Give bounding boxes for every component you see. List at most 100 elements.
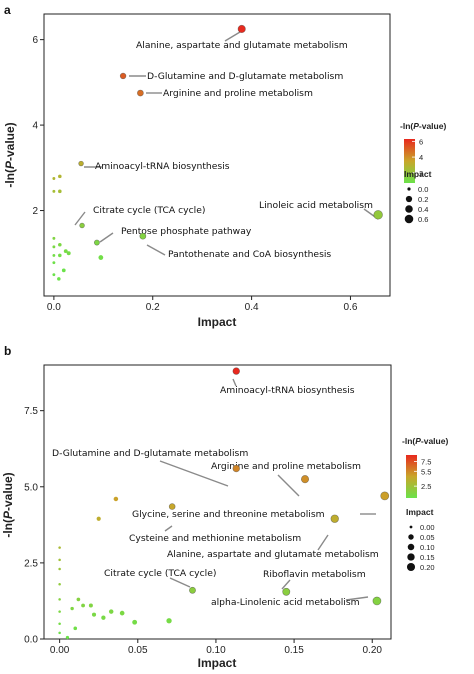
size-legend-dot [407, 543, 415, 551]
size-legend-label: 0.0 [418, 185, 428, 194]
x-tick-label: 0.0 [47, 302, 61, 313]
annotation-leader [164, 525, 173, 532]
annotation-leader [224, 31, 241, 42]
data-point-labeled [373, 210, 383, 220]
data-point [58, 189, 62, 194]
x-tick-label: 0.05 [128, 645, 148, 656]
data-point [58, 598, 61, 601]
annotation-leader [74, 211, 86, 226]
size-legend-label: 0.20 [420, 563, 435, 572]
y-axis-title: -ln(P-value) [3, 122, 17, 187]
color-legend-tick-label: 6 [419, 137, 423, 146]
plot-frame [43, 364, 392, 640]
point-label: D-Glutamine and D-glutamate metabolism [52, 448, 248, 459]
color-legend-bar [406, 455, 417, 498]
data-point [70, 606, 74, 611]
size-legend-dot [407, 187, 411, 191]
size-legend-dot [405, 205, 413, 213]
data-point-labeled [189, 586, 196, 594]
size-legend-dot [406, 562, 416, 572]
y-tick-label: 0.0 [24, 635, 38, 646]
data-point [52, 261, 56, 265]
data-point [96, 516, 101, 521]
data-point [58, 567, 61, 571]
data-point [58, 253, 62, 258]
annotation-leader [232, 378, 237, 387]
data-point [73, 626, 78, 631]
data-point [101, 615, 106, 620]
data-point [58, 610, 61, 613]
data-point [98, 255, 104, 260]
panel-letter: b [4, 344, 11, 358]
data-point [76, 597, 81, 602]
y-tick-label: 2.5 [24, 558, 38, 569]
data-point-labeled [139, 232, 147, 240]
size-legend-dot [405, 195, 413, 203]
y-tick-label: 4 [32, 121, 38, 132]
data-point [108, 609, 114, 614]
data-point-labeled [78, 160, 84, 167]
point-label: Aminoacyl-tRNA biosynthesis [95, 161, 230, 172]
size-legend-label: 0.15 [420, 553, 435, 562]
data-point [58, 558, 61, 562]
color-legend-bar [404, 139, 415, 183]
x-tick-label: 0.2 [146, 302, 160, 313]
point-label: alpha-Linolenic acid metabolism [211, 597, 360, 608]
x-tick-label: 0.00 [50, 645, 70, 656]
size-legend-dot [408, 534, 414, 540]
annotation-leader [281, 579, 291, 590]
point-label: Riboflavin metabolism [263, 569, 366, 580]
point-label: Citrate cycle (TCA cycle) [104, 568, 216, 579]
data-point [52, 273, 56, 277]
point-label: Citrate cycle (TCA cycle) [93, 205, 205, 216]
size-legend-title: Impact [404, 169, 432, 179]
size-legend-label: 0.2 [418, 195, 428, 204]
color-legend-tick-label: 5.5 [421, 467, 431, 476]
point-label: Arginine and proline metabolism [163, 88, 313, 99]
size-legend-dot [407, 553, 415, 561]
data-point [52, 177, 56, 180]
color-legend-tick-label: 2.5 [421, 482, 431, 491]
data-point [52, 236, 56, 240]
color-legend-tick-label: 4 [419, 153, 423, 162]
color-legend-title: -ln(P-value) [402, 436, 448, 446]
data-point [63, 249, 68, 254]
y-tick-label: 6 [32, 35, 38, 46]
y-axis-title: -ln(P-value) [1, 472, 15, 537]
data-point [58, 546, 61, 549]
data-point-labeled [300, 475, 310, 484]
data-point [52, 253, 56, 257]
point-label: Cysteine and methionine metabolism [129, 533, 301, 544]
point-label: D-Glutamine and D-glutamate metabolism [147, 71, 343, 82]
x-tick-label: 0.4 [245, 302, 259, 313]
point-label: Glycine, serine and threonine metabolism [132, 509, 325, 520]
annotation-leader [169, 577, 191, 588]
data-point-labeled [237, 24, 246, 33]
point-label: Linoleic acid metabolism [259, 200, 373, 211]
y-tick-label: 2 [32, 206, 38, 217]
data-point [119, 610, 125, 616]
size-legend-label: 0.05 [420, 533, 435, 542]
data-point-labeled [232, 464, 240, 473]
data-point-labeled [137, 89, 144, 97]
size-legend-label: 0.6 [418, 215, 428, 224]
data-point-labeled [119, 72, 127, 80]
x-axis-title: Impact [198, 315, 237, 329]
y-tick-label: 7.5 [24, 406, 38, 417]
data-point [88, 603, 93, 608]
size-legend-label: 0.10 [420, 543, 435, 552]
point-label: Pentose phosphate pathway [121, 226, 252, 237]
point-label: Pantothenate and CoA biosynthesis [168, 249, 331, 260]
x-tick-label: 0.20 [363, 645, 383, 656]
point-label: Alanine, aspartate and glutamate metabol… [167, 549, 379, 560]
data-point [58, 622, 61, 626]
panel-a: a0.0 0.2 0.4 0.6246Impact-ln(P-value)Alanin… [3, 3, 446, 329]
data-point [65, 635, 70, 640]
data-point [132, 619, 138, 625]
size-legend-dot [404, 214, 414, 224]
data-point [58, 174, 62, 179]
data-point-labeled [372, 596, 382, 606]
annotation-leader [159, 460, 229, 487]
data-point [52, 189, 56, 193]
